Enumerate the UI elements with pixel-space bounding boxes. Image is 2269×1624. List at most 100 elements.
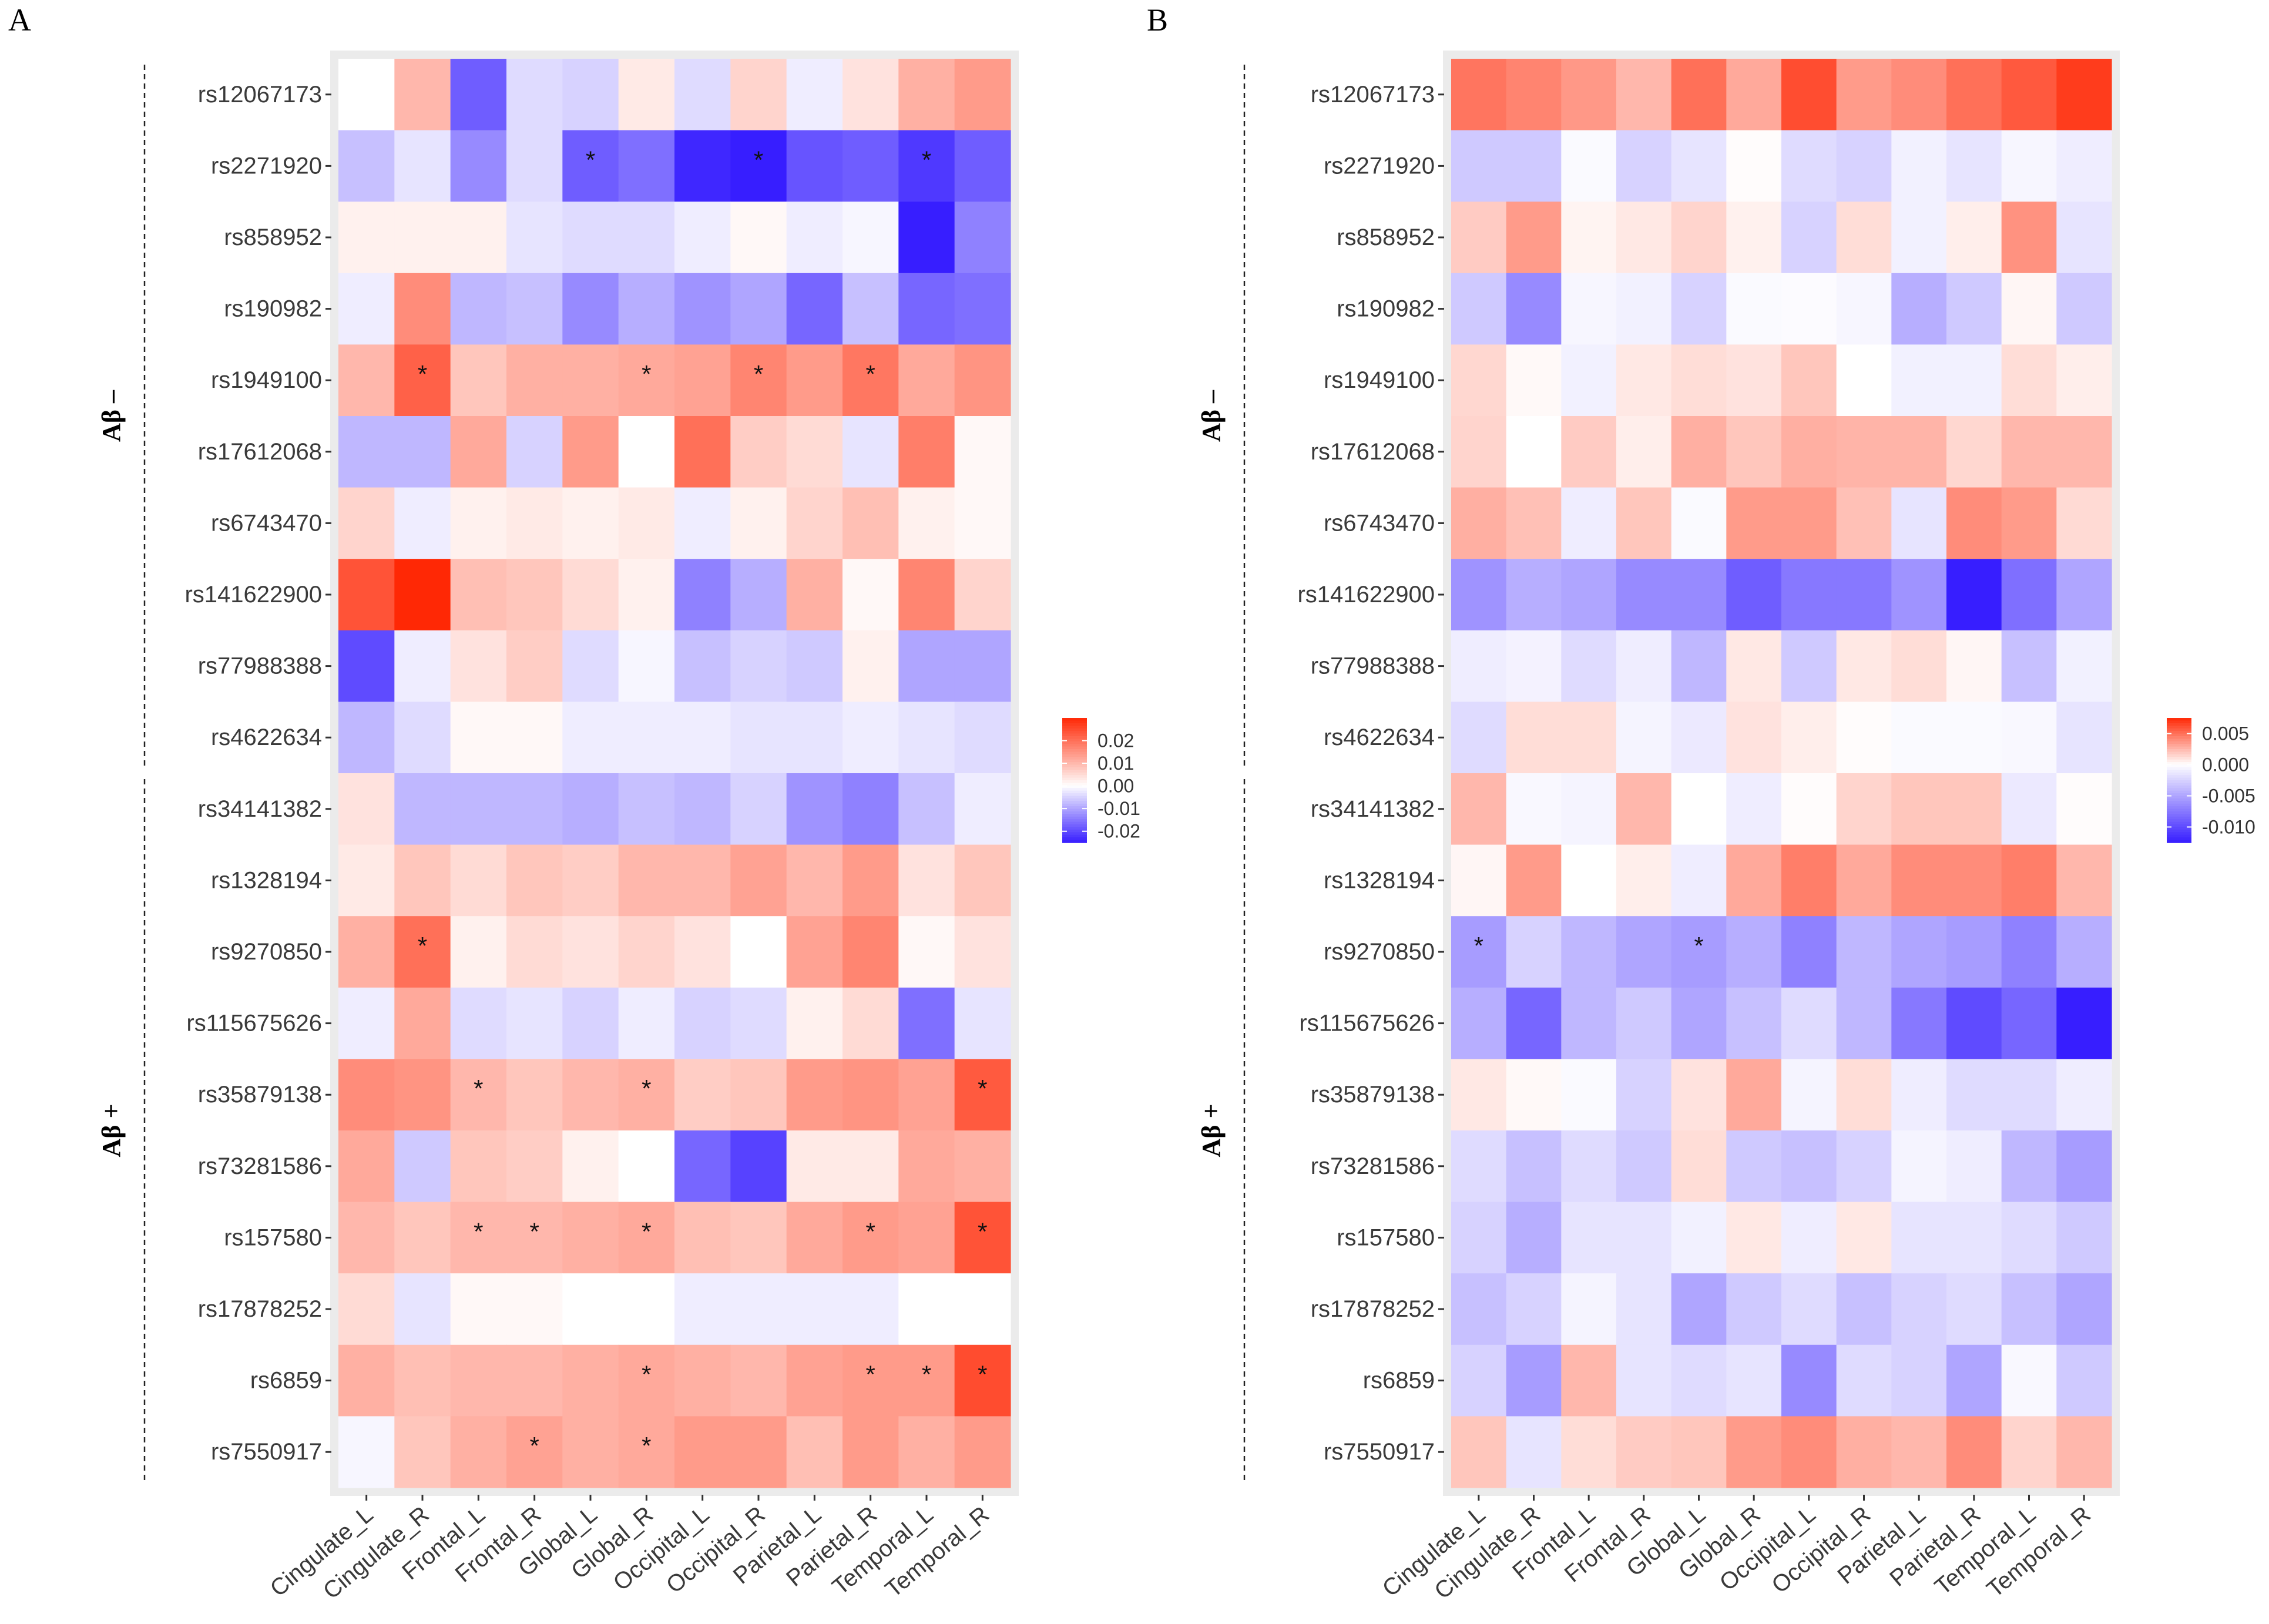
heatmap-cell (898, 1344, 955, 1417)
heatmap-cell (898, 487, 955, 559)
heatmap-cell (1891, 773, 1947, 845)
heatmap-cell (2001, 1273, 2057, 1345)
heatmap-cell (618, 1344, 675, 1417)
panel-a-letter: A (8, 2, 31, 38)
heatmap-cell (1506, 702, 1562, 774)
heatmap-cell (394, 487, 451, 559)
heatmap-cell (618, 1273, 675, 1345)
heatmap-cell (786, 273, 843, 345)
heatmap-cell (506, 344, 563, 417)
heatmap-cell (843, 416, 899, 488)
heatmap-cell (843, 1273, 899, 1345)
heatmap-cell (954, 273, 1011, 345)
heatmap-cell (1726, 916, 1782, 988)
heatmap-cell (338, 987, 395, 1059)
heatmap-cell (1726, 702, 1782, 774)
heatmap-cell (1891, 344, 1947, 417)
heatmap-cell (1726, 1202, 1782, 1274)
heatmap-cell (1506, 1059, 1562, 1131)
heatmap-cell (1451, 1273, 1507, 1345)
heatmap-cell (843, 844, 899, 917)
heatmap-cell (562, 844, 619, 917)
heatmap-cell (394, 916, 451, 988)
heatmap-cell (1836, 559, 1892, 631)
heatmap-cell (898, 1273, 955, 1345)
heatmap-cell (1946, 987, 2002, 1059)
heatmap-cell (1946, 273, 2002, 345)
heatmap-cell (843, 702, 899, 774)
heatmap-cell (1726, 416, 1782, 488)
legend-gradient-step (2167, 793, 2191, 797)
heatmap-cell (1891, 559, 1947, 631)
heatmap-cell (2056, 487, 2112, 559)
heatmap-cell (1946, 202, 2002, 274)
heatmap-cell (786, 416, 843, 488)
heatmap-cell (506, 59, 563, 131)
heatmap-cell (674, 1416, 731, 1488)
heatmap-cell (954, 1273, 1011, 1345)
heatmap-cell (618, 487, 675, 559)
heatmap-cell (1561, 1344, 1617, 1417)
heatmap-cell (1506, 130, 1562, 202)
legend-gradient-step (2167, 821, 2191, 825)
legend-tick-label: -0.005 (2202, 786, 2255, 807)
heatmap-cell (730, 1344, 787, 1417)
heatmap-cell (2001, 559, 2057, 631)
heatmap-cell (618, 987, 675, 1059)
heatmap-cell (1561, 773, 1617, 845)
legend-gradient-step (2167, 785, 2191, 789)
heatmap-cell (1836, 630, 1892, 702)
heatmap-cell (843, 59, 899, 131)
heatmap-cell (1506, 1273, 1562, 1345)
heatmap-cell (338, 1202, 395, 1274)
heatmap-cell (1836, 987, 1892, 1059)
heatmap-cell (1616, 987, 1672, 1059)
heatmap-cell (786, 844, 843, 917)
group-label: Aβ + (97, 1103, 126, 1157)
significance-marker: * (978, 1361, 987, 1388)
heatmap-cell (562, 1273, 619, 1345)
legend-gradient-step (1062, 723, 1087, 727)
legend-gradient-step (1062, 827, 1087, 830)
heatmap-cell (898, 59, 955, 131)
row-label: rs6743470 (211, 510, 322, 536)
heatmap-cell (843, 987, 899, 1059)
significance-marker: * (978, 1075, 987, 1102)
heatmap-cell (1836, 1059, 1892, 1131)
heatmap-cell (1506, 344, 1562, 417)
row-label: rs6743470 (1324, 510, 1435, 536)
heatmap-cell (1451, 1059, 1507, 1131)
heatmap-cell (562, 1416, 619, 1488)
heatmap-cell (1671, 273, 1727, 345)
heatmap-cell (1561, 344, 1617, 417)
heatmap-cell (843, 1202, 899, 1274)
significance-marker: * (642, 1075, 651, 1102)
heatmap-cell (338, 773, 395, 845)
heatmap-cell (730, 844, 787, 917)
heatmap-cell (394, 273, 451, 345)
heatmap-cell (1616, 702, 1672, 774)
legend-gradient-step (2167, 814, 2191, 817)
heatmap-cell (1946, 344, 2002, 417)
heatmap-cell (2056, 702, 2112, 774)
row-label: rs190982 (224, 296, 322, 322)
heatmap-cell (562, 1059, 619, 1131)
heatmap-cell (1671, 344, 1727, 417)
panel-b-heatmap: * * rs12067173 rs2271920 rs858952 rs190982 rs1… (1197, 51, 2255, 1604)
heatmap-cell (338, 1130, 395, 1203)
row-label: rs7550917 (1324, 1439, 1435, 1465)
heatmap-cell (1836, 273, 1892, 345)
heatmap-cell (1671, 1416, 1727, 1488)
heatmap-cell (1671, 702, 1727, 774)
heatmap-cell (506, 202, 563, 274)
heatmap-cell (338, 202, 395, 274)
heatmap-cell (730, 987, 787, 1059)
heatmap-cell (2001, 416, 2057, 488)
heatmap-cell (674, 916, 731, 988)
heatmap-cell (954, 344, 1011, 417)
heatmap-cell (730, 1273, 787, 1345)
legend-gradient-step (1062, 767, 1087, 771)
heatmap-cell (1946, 702, 2002, 774)
heatmap-cell (1836, 1344, 1892, 1417)
heatmap-cell (1451, 844, 1507, 917)
